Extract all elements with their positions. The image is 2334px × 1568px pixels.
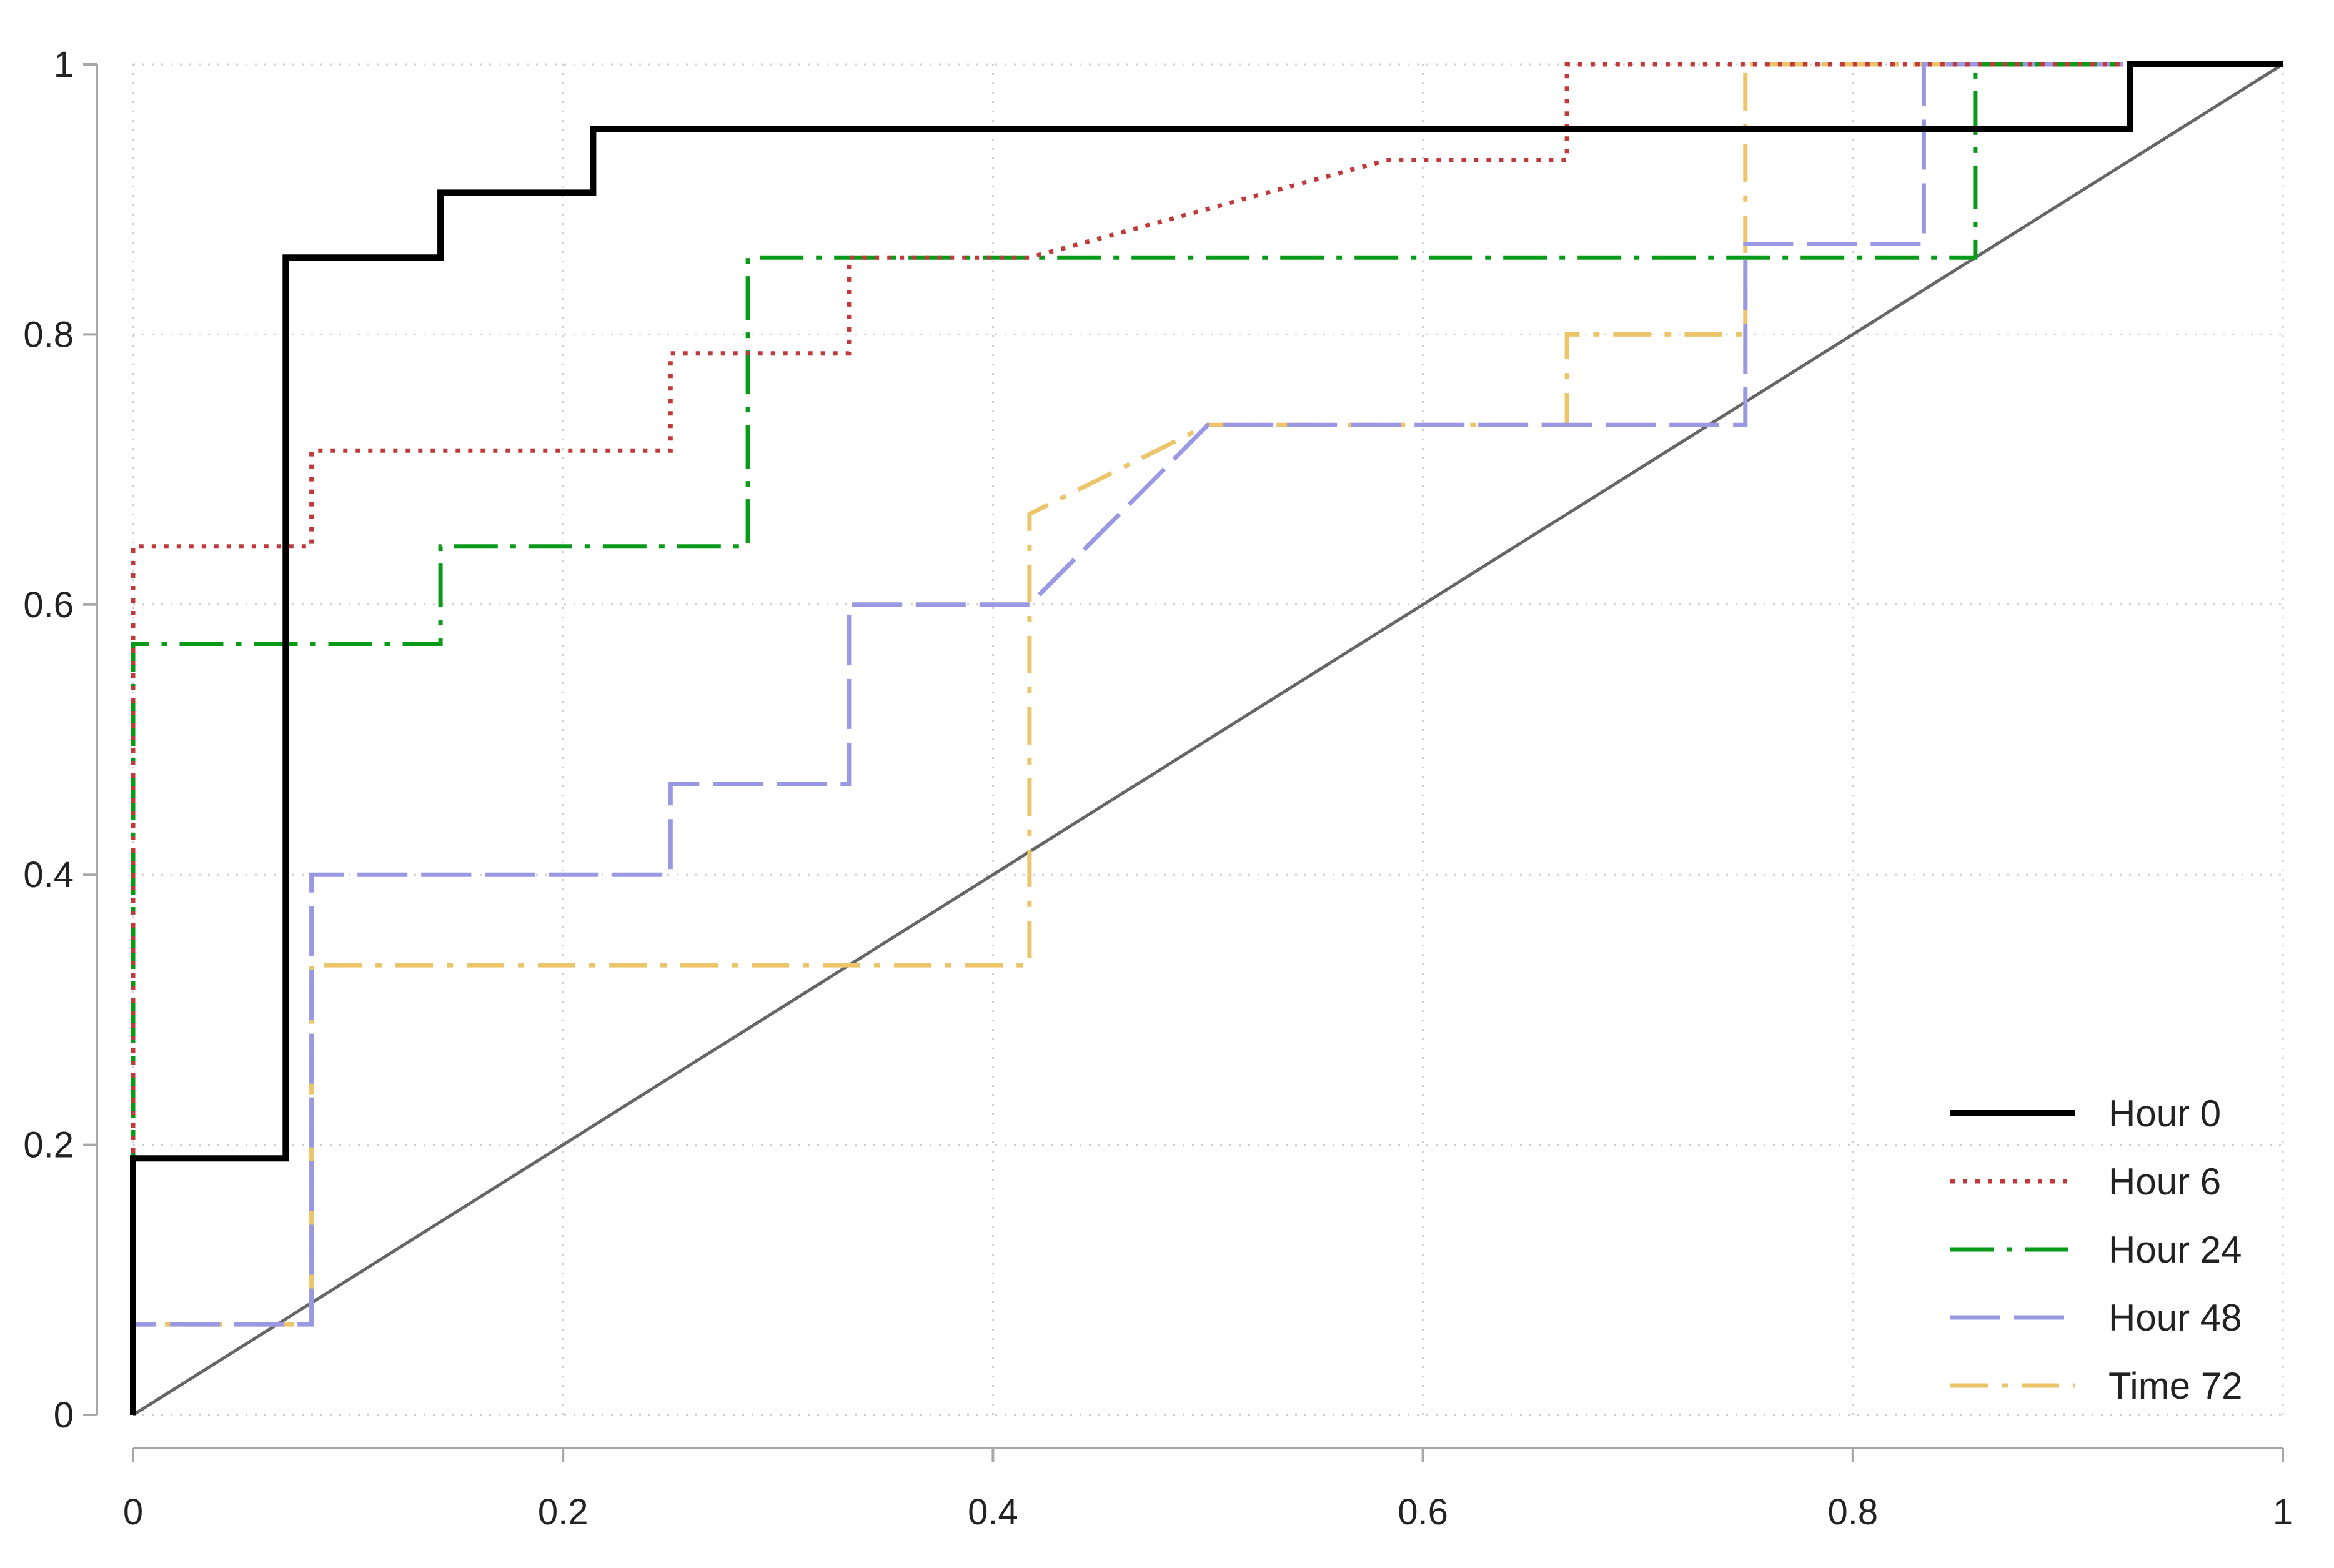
x-tick-label: 0 (123, 1492, 143, 1532)
legend-label: Hour 24 (2108, 1229, 2242, 1271)
reference-diagonal-line (132, 62, 2284, 1417)
series-line-hour-6 (131, 62, 2283, 1415)
legend-label: Time 72 (2108, 1365, 2243, 1407)
y-tick-label: 0 (54, 1395, 74, 1436)
y-tick-label: 0.8 (23, 314, 74, 355)
legend: Hour 0 Hour 6 Hour 24 Hour 48 Time 72 (1950, 1093, 2243, 1407)
legend-label: Hour 6 (2108, 1161, 2221, 1203)
axes: 0 0.2 0.4 0.6 0.8 1 0 0.2 0.4 0.6 0.8 1 (23, 44, 2293, 1532)
x-tick-label: 0.8 (1827, 1492, 1878, 1532)
x-tick-label: 1 (2273, 1492, 2293, 1532)
x-tick-label: 0.2 (538, 1492, 588, 1532)
legend-label: Hour 0 (2108, 1093, 2221, 1134)
legend-label: Hour 48 (2108, 1297, 2242, 1339)
y-tick-label: 0.6 (23, 585, 74, 625)
y-tick-label: 0.4 (23, 855, 74, 895)
series-layer (130, 61, 2283, 1415)
reference-line-layer (132, 62, 2284, 1417)
x-tick-label: 0.4 (968, 1492, 1018, 1532)
series-line-hour-48 (131, 62, 2283, 1415)
x-tick-label: 0.6 (1398, 1492, 1448, 1532)
y-tick-label: 0.2 (23, 1125, 74, 1166)
series-line-hour-0 (130, 61, 2283, 1415)
y-tick-label: 1 (54, 44, 74, 85)
